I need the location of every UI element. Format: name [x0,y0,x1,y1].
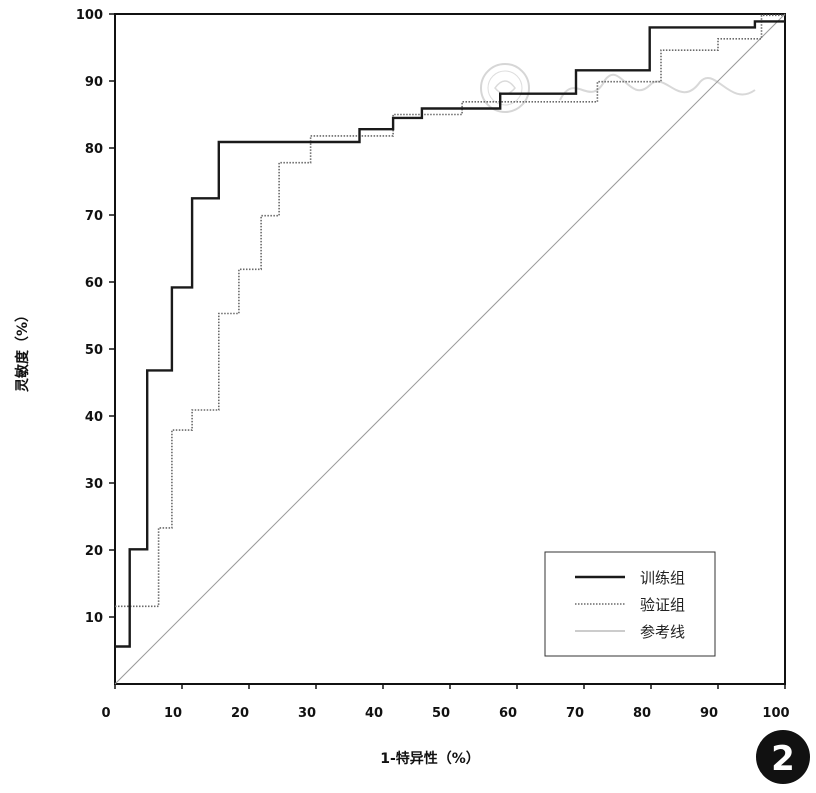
series-validation-line [115,14,785,608]
y-tick-label: 20 [85,544,103,559]
x-tick-label: 30 [298,706,316,721]
x-axis-ticks: 0 10 20 30 40 50 60 70 80 90 100 [101,684,790,721]
x-axis-title: 1-特异性（%） [380,750,480,767]
watermark [480,63,756,113]
legend-label-reference: 参考线 [640,623,685,641]
x-tick-label: 10 [164,706,182,721]
y-axis-ticks: 10 20 30 40 50 60 70 80 90 100 [76,8,115,626]
y-tick-label: 70 [85,209,103,224]
panel-badge: 2 [756,730,810,784]
x-tick-label: 20 [231,706,249,721]
legend: 训练组 验证组 参考线 [544,551,716,657]
x-tick-label: 100 [762,706,789,721]
y-tick-label: 10 [85,611,103,626]
x-tick-label: 40 [365,706,383,721]
y-tick-label: 100 [76,8,103,23]
x-tick-label: 70 [566,706,584,721]
y-axis-title: 灵敏度（%） [14,308,31,392]
y-tick-label: 30 [85,477,103,492]
x-tick-label: 0 [101,706,110,721]
panel-badge-circle [756,730,810,784]
legend-label-train: 训练组 [640,569,685,587]
y-tick-label: 90 [85,75,103,90]
series-train-line [115,20,785,648]
panel-badge-label: 2 [771,739,795,779]
series-layer [114,13,786,685]
series-reference-line [114,13,786,685]
y-tick-label: 60 [85,276,103,291]
y-tick-label: 40 [85,410,103,425]
x-tick-label: 50 [432,706,450,721]
y-tick-label: 80 [85,142,103,157]
legend-label-validation: 验证组 [640,596,685,614]
x-tick-label: 80 [633,706,651,721]
x-tick-label: 90 [700,706,718,721]
x-tick-label: 60 [499,706,517,721]
y-tick-label: 50 [85,343,103,358]
legend-box [544,551,716,657]
